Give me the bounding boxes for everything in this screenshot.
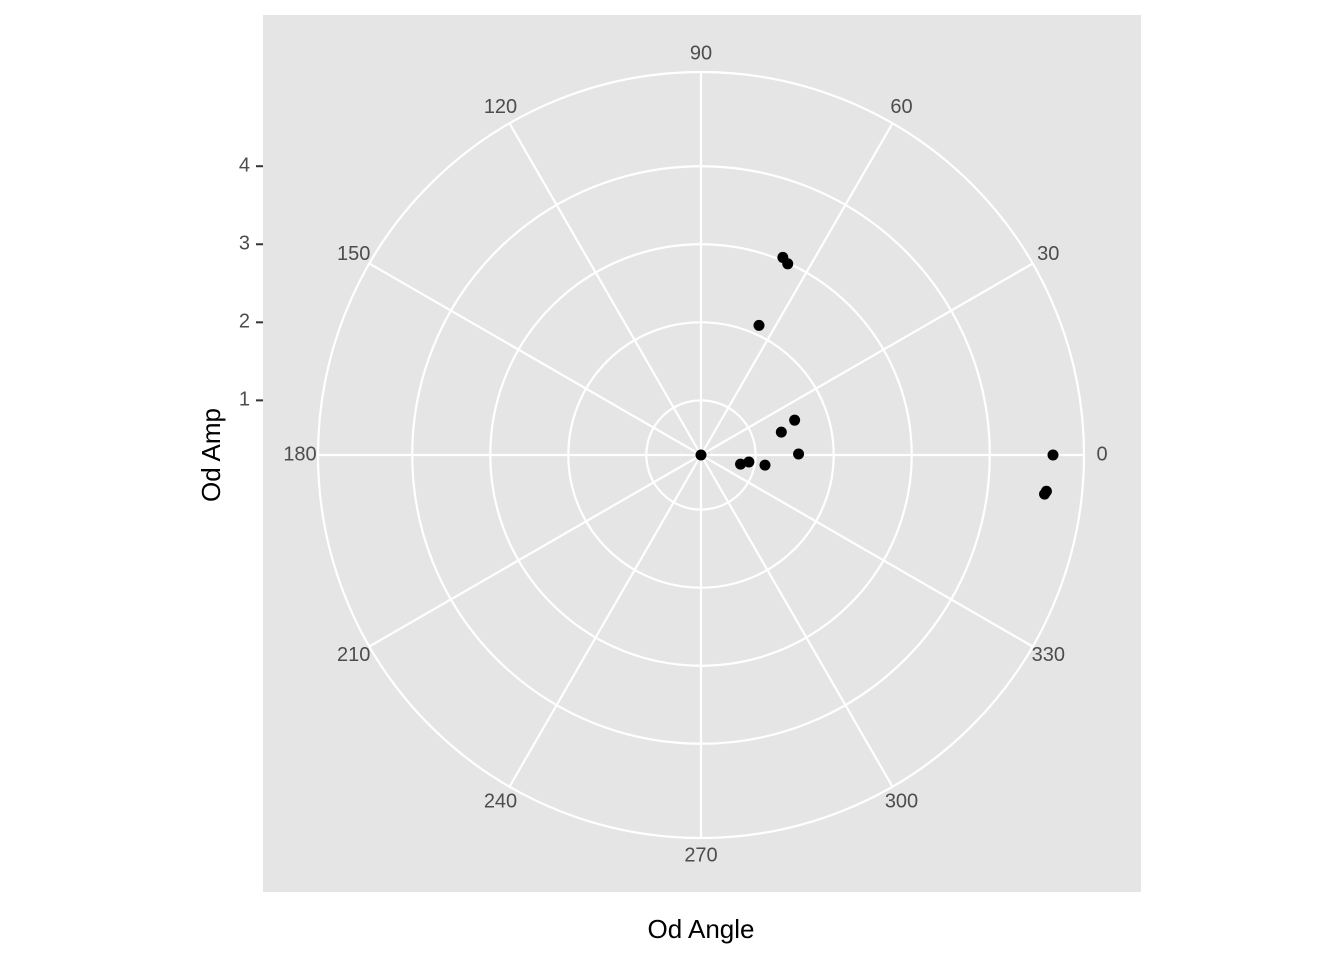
y-axis-title: Od Amp [196, 408, 226, 502]
point [789, 414, 801, 426]
x-tick-label: 270 [684, 844, 717, 866]
x-tick-label: 150 [337, 243, 370, 265]
grid-spoke [508, 122, 702, 456]
point [753, 319, 765, 331]
x-tick-label: 300 [885, 791, 918, 813]
point [759, 459, 771, 471]
x-tick-label: 120 [484, 96, 517, 118]
x-tick-label: 0 [1096, 443, 1107, 465]
y-tick-label: 2 [239, 311, 250, 333]
point [793, 448, 805, 460]
grid-spoke [700, 454, 894, 788]
x-tick-label: 30 [1037, 243, 1059, 265]
point [695, 449, 707, 461]
x-tick-label: 180 [283, 443, 316, 465]
point [782, 258, 794, 270]
x-tick-label: 330 [1032, 644, 1065, 666]
x-tick-label: 210 [337, 644, 370, 666]
grid-spoke [368, 262, 702, 456]
grid-spoke [508, 454, 702, 788]
point [775, 426, 787, 438]
grid-spoke [700, 122, 894, 456]
grid-spoke [700, 262, 1034, 456]
point [1040, 485, 1052, 497]
grid-spoke [700, 454, 1034, 648]
x-tick-label: 240 [484, 791, 517, 813]
point [1047, 449, 1059, 461]
y-tick-label: 4 [239, 155, 250, 177]
y-tick-label: 3 [239, 233, 250, 255]
y-tick-label: 1 [239, 389, 250, 411]
x-tick-label: 90 [690, 42, 712, 64]
point [735, 458, 747, 470]
x-tick-label: 60 [890, 96, 912, 118]
point [743, 456, 755, 468]
x-axis-title: Od Angle [648, 914, 755, 944]
grid-spoke [368, 454, 702, 648]
